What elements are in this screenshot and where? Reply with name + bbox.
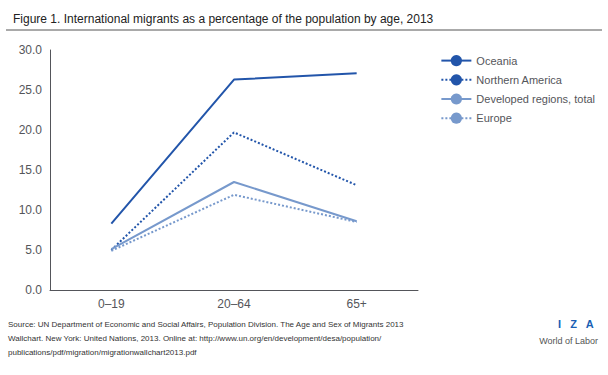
svg-text:25.0: 25.0 [19, 83, 43, 97]
svg-text:15.0: 15.0 [19, 163, 43, 177]
svg-text:Northern America: Northern America [476, 74, 562, 86]
svg-text:Source: UN Department of Econo: Source: UN Department of Economic and So… [8, 320, 404, 329]
svg-text:0.0: 0.0 [25, 283, 42, 297]
svg-text:World of Labor: World of Labor [539, 336, 598, 346]
svg-text:Wallchart. New York: United Na: Wallchart. New York: United Nations, 201… [8, 334, 382, 343]
svg-text:I Z A: I Z A [558, 318, 594, 330]
svg-text:Developed regions, total: Developed regions, total [476, 93, 595, 105]
svg-text:Europe: Europe [476, 112, 511, 124]
svg-text:0–19: 0–19 [98, 297, 125, 311]
svg-text:Figure 1. International migran: Figure 1. International migrants as a pe… [13, 12, 434, 26]
svg-text:20–64: 20–64 [217, 297, 251, 311]
svg-text:Oceania: Oceania [476, 55, 518, 67]
svg-text:30.0: 30.0 [19, 43, 43, 57]
svg-text:10.0: 10.0 [19, 203, 43, 217]
svg-text:65+: 65+ [346, 297, 366, 311]
svg-text:publications/pdf/migration/mig: publications/pdf/migration/migrationwall… [8, 348, 197, 357]
svg-text:5.0: 5.0 [25, 243, 42, 257]
svg-text:20.0: 20.0 [19, 123, 43, 137]
